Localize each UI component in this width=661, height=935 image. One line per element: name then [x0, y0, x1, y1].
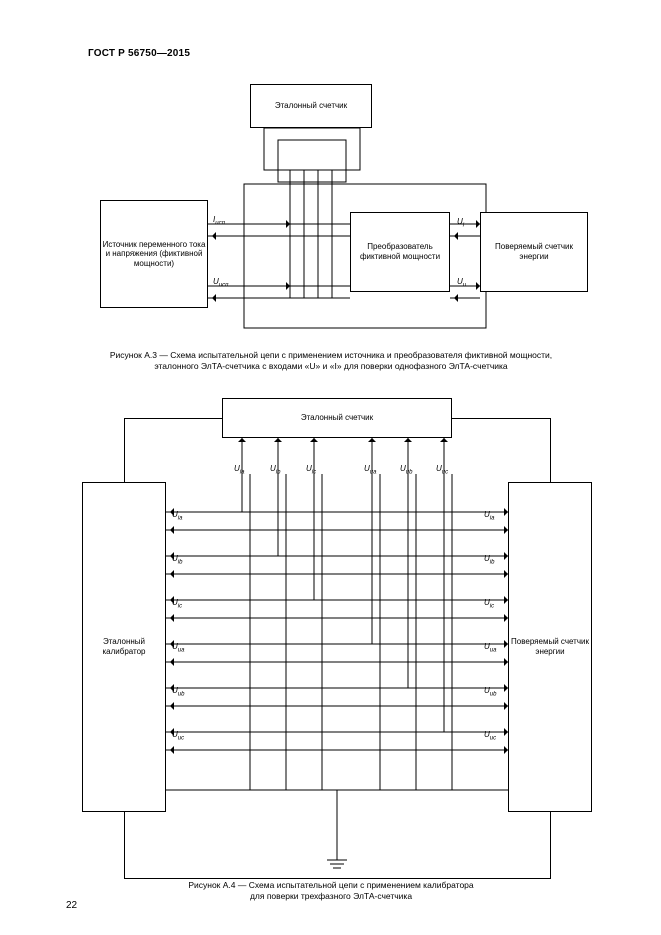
figure-a4: Эталонный счетчик Эталонный калибратор П…	[82, 382, 592, 877]
a3-label-iisp: Iисп	[213, 215, 225, 227]
a4-left-term-2: Uic	[172, 598, 182, 610]
a3-converter-box: Преобразователь фиктивной мощности	[350, 212, 450, 292]
a4-left-term-1: Uib	[172, 554, 182, 566]
a4-top-term-2: Uic	[306, 464, 316, 476]
a4-caption-line1: Рисунок А.4 — Схема испытательной цепи с…	[188, 880, 473, 890]
a4-top-term-0: Uia	[234, 464, 244, 476]
figure-a4-caption: Рисунок А.4 — Схема испытательной цепи с…	[66, 880, 596, 903]
a4-ref-meter-box: Эталонный счетчик	[222, 398, 452, 438]
a3-caption-line2: эталонного ЭлТА-счетчика с входами «U» и…	[154, 361, 507, 371]
a4-right-term-1: Uib	[484, 554, 494, 566]
a4-right-term-3: Uua	[484, 642, 496, 654]
a4-right-term-2: Uic	[484, 598, 494, 610]
a4-top-term-3: Uua	[364, 464, 376, 476]
a4-calibrator-box: Эталонный калибратор	[82, 482, 166, 812]
a4-left-term-0: Uia	[172, 510, 182, 522]
a3-ref-meter-box: Эталонный счетчик	[250, 84, 372, 128]
a4-left-term-4: Uub	[172, 686, 184, 698]
a4-dut-box: Поверяемый счетчик энергии	[508, 482, 592, 812]
a3-caption-line1: Рисунок А.3 — Схема испытательной цепи с…	[110, 350, 552, 360]
standard-header: ГОСТ Р 56750—2015	[88, 48, 190, 59]
a3-label-uu: Uu	[457, 277, 466, 289]
a3-label-ui: Ui	[457, 217, 464, 229]
a3-label-uisp: Uисп	[213, 277, 228, 289]
a4-right-term-4: Uub	[484, 686, 496, 698]
a4-top-term-5: Uuc	[436, 464, 448, 476]
a3-dut-box: Поверяемый счетчик энергии	[480, 212, 588, 292]
a4-right-term-5: Uuc	[484, 730, 496, 742]
a3-source-box: Источник переменного тока и напряжения (…	[100, 200, 208, 308]
figure-a3: Эталонный счетчик Источник переменного т…	[82, 84, 592, 339]
figure-a3-caption: Рисунок А.3 — Схема испытательной цепи с…	[66, 350, 596, 373]
a4-top-term-1: Uib	[270, 464, 280, 476]
a4-right-term-0: Uia	[484, 510, 494, 522]
a4-left-term-5: Uuc	[172, 730, 184, 742]
a4-top-term-4: Uub	[400, 464, 412, 476]
a4-left-term-3: Uua	[172, 642, 184, 654]
a4-caption-line2: для поверки трехфазного ЭлТА-счетчика	[250, 891, 412, 901]
